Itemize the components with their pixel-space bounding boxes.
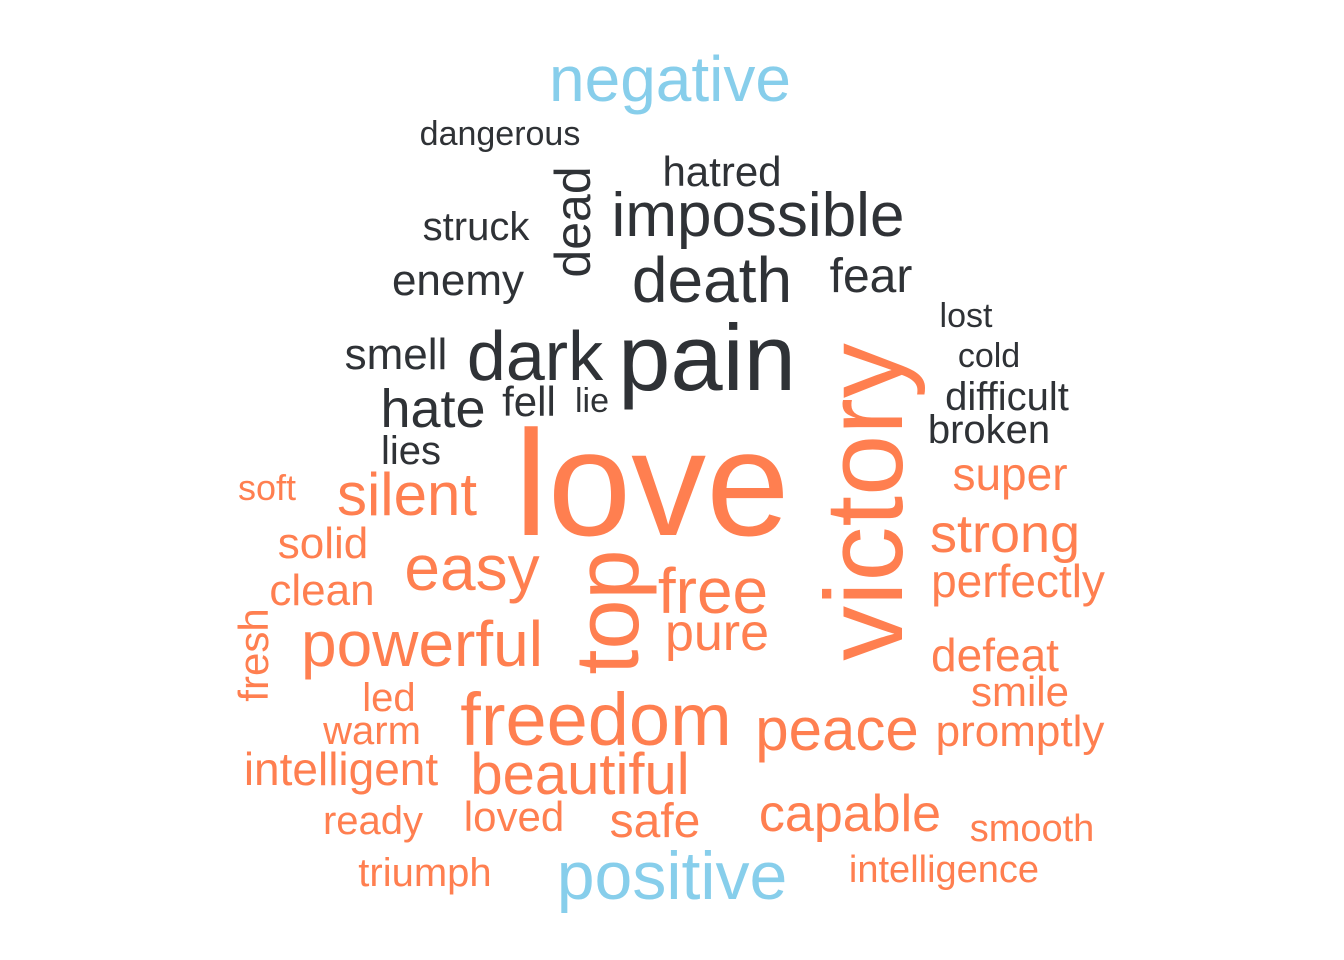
word-fresh: fresh (230, 608, 277, 701)
word-intelligence: intelligence (849, 849, 1039, 891)
word-smile: smile (971, 668, 1069, 715)
word-dangerous: dangerous (420, 115, 581, 153)
word-fear: fear (830, 250, 913, 303)
word-beautiful: beautiful (470, 742, 689, 807)
word-capable: capable (759, 785, 941, 843)
word-freedom: freedom (460, 678, 731, 761)
word-smooth: smooth (970, 808, 1095, 850)
word-dead: dead (545, 166, 601, 277)
word-strong: strong (930, 504, 1080, 564)
word-lie: lie (575, 382, 609, 420)
word-peace: peace (755, 696, 918, 763)
word-perfectly: perfectly (931, 555, 1105, 607)
word-difficult: difficult (945, 375, 1069, 419)
word-super: super (952, 448, 1067, 500)
word-ready: ready (323, 799, 423, 843)
word-easy: easy (404, 532, 539, 604)
word-loved: loved (464, 793, 564, 840)
word-led: led (362, 676, 415, 720)
word-struck: struck (423, 205, 531, 249)
word-free: free (658, 555, 768, 627)
word-triumph: triumph (358, 851, 491, 895)
word-intelligent: intelligent (244, 743, 439, 795)
word-silent: silent (337, 461, 477, 528)
word-fell: fell (502, 378, 556, 425)
word-cold: cold (958, 337, 1020, 375)
word-victory: victory (803, 343, 926, 661)
word-smell: smell (345, 330, 448, 379)
word-clean: clean (269, 566, 374, 615)
word-hate: hate (380, 379, 485, 439)
word-safe: safe (610, 795, 701, 848)
word-broken: broken (928, 408, 1050, 452)
word-top: top (558, 549, 658, 674)
word-powerful: powerful (301, 608, 543, 680)
word-promptly: promptly (936, 707, 1105, 756)
word-pain: pain (618, 305, 796, 410)
word-dark: dark (467, 317, 604, 395)
negative-header: negative (549, 43, 791, 115)
word-love: love (514, 399, 789, 567)
word-enemy: enemy (392, 256, 524, 305)
positive-header: positive (557, 838, 788, 914)
word-impossible: impossible (612, 181, 905, 250)
word-defeat: defeat (931, 629, 1059, 681)
word-death: death (632, 244, 792, 316)
word-hatred: hatred (662, 148, 781, 195)
word-pure: pure (665, 604, 769, 662)
word-lost: lost (940, 297, 993, 335)
word-solid: solid (278, 519, 369, 568)
word-lies: lies (381, 429, 441, 473)
word-warm: warm (322, 709, 421, 753)
word-soft: soft (238, 467, 296, 508)
